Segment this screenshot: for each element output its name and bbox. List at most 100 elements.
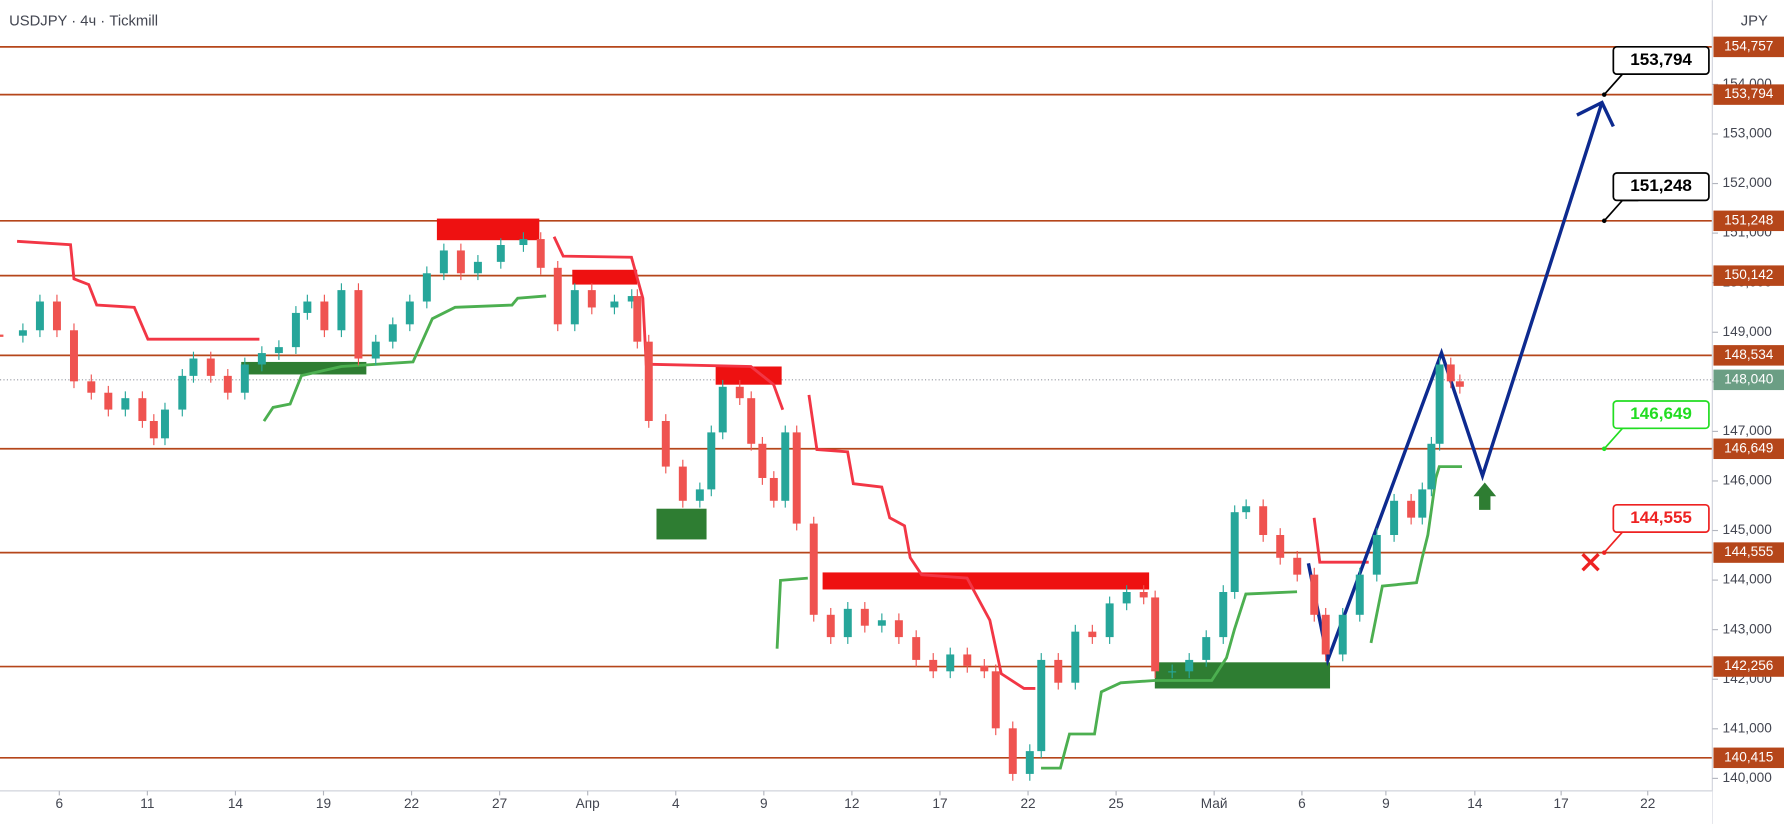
candle — [695, 482, 704, 508]
candle — [587, 283, 596, 315]
y-tick-label: 147,000 — [1723, 423, 1773, 438]
candle — [929, 653, 938, 679]
candle — [894, 613, 903, 644]
candle-body — [718, 386, 727, 433]
candle — [240, 357, 249, 400]
candle — [963, 647, 972, 673]
candle-body — [644, 341, 653, 421]
level-label: 140,415 — [1724, 749, 1774, 764]
candle — [644, 334, 653, 428]
level-label-box — [1713, 210, 1784, 232]
candle — [1088, 624, 1097, 644]
candle — [18, 323, 27, 343]
y-tick-label: 152,000 — [1723, 175, 1773, 190]
y-tick-label: 141,000 — [1723, 720, 1773, 735]
candle-body — [178, 375, 187, 410]
x-tick-label: 17 — [1554, 796, 1569, 811]
candle-body — [1202, 637, 1211, 660]
candle-body — [18, 330, 27, 336]
candle — [52, 294, 61, 338]
candle-body — [52, 301, 61, 331]
candle-body — [320, 301, 329, 331]
candle — [1168, 664, 1177, 679]
candle-body — [519, 239, 528, 246]
candle — [291, 306, 300, 354]
candle — [257, 346, 266, 372]
candle-body — [371, 341, 380, 359]
y-tick-label: 146,000 — [1723, 473, 1773, 488]
x-tick-label: 25 — [1109, 796, 1125, 811]
candle — [1054, 653, 1063, 690]
candle — [843, 602, 852, 644]
candle — [1230, 505, 1239, 599]
x-tick-label: 14 — [1467, 796, 1483, 811]
candle — [570, 283, 579, 332]
x-tick-label: 22 — [1640, 796, 1655, 811]
candle — [747, 391, 756, 451]
candle — [758, 436, 767, 485]
x-tick-label: 17 — [932, 796, 947, 811]
candle — [371, 334, 380, 366]
candle-body — [206, 358, 215, 376]
level-label: 146,649 — [1724, 440, 1773, 455]
candle — [456, 243, 465, 281]
x-tick-label: 22 — [1020, 796, 1035, 811]
candle-body — [121, 398, 130, 410]
x-tick-label: Апр — [576, 796, 600, 811]
candle-body — [87, 381, 96, 393]
candle — [1122, 585, 1131, 611]
candle — [718, 379, 727, 440]
candle-body — [1338, 614, 1347, 655]
candle-body — [758, 443, 767, 478]
candle — [1407, 493, 1416, 525]
candle — [1008, 721, 1017, 781]
candle-body — [405, 301, 414, 325]
callout-anchor — [1601, 92, 1607, 97]
candle-body — [1219, 591, 1228, 638]
projection-path — [1306, 102, 1604, 667]
candle-body — [792, 432, 801, 524]
candle-body — [1355, 574, 1364, 615]
y-tick-label: 153,000 — [1723, 126, 1773, 141]
price-scale — [1712, 0, 1784, 824]
candle-body — [661, 420, 670, 467]
candle-body — [1139, 591, 1148, 598]
candle-body — [223, 375, 232, 393]
candle-body — [1025, 751, 1034, 774]
candle-body — [1242, 506, 1251, 513]
candle-body — [422, 273, 431, 302]
projection-arrowhead — [1576, 100, 1615, 128]
candle-body — [1168, 671, 1177, 673]
candle — [405, 294, 414, 332]
candle — [121, 391, 130, 417]
candle — [206, 351, 215, 383]
candle-body — [843, 608, 852, 638]
candle-body — [894, 620, 903, 638]
candle — [274, 340, 283, 360]
candle-body — [496, 245, 505, 262]
candle-body — [1230, 512, 1239, 592]
time-scale — [0, 790, 1713, 824]
candle-body — [610, 301, 619, 308]
candle — [991, 664, 1000, 736]
stop-line — [1312, 517, 1369, 564]
y-tick-label: 143,000 — [1723, 621, 1773, 636]
candle — [1293, 550, 1302, 582]
candle — [1372, 528, 1381, 582]
candle-body — [303, 301, 312, 313]
candle — [1202, 630, 1211, 667]
candle-body — [439, 250, 448, 274]
candle — [1242, 499, 1251, 520]
candle-body — [553, 267, 562, 325]
stop-line — [262, 294, 547, 422]
x-tick-label: 9 — [760, 796, 768, 811]
candle-body — [860, 608, 869, 626]
candle — [178, 369, 187, 417]
callout-label: 153,794 — [1630, 50, 1692, 69]
candle-body — [1427, 443, 1436, 490]
candle — [189, 351, 198, 383]
candle-body — [536, 239, 545, 268]
currency-label: JPY — [1741, 14, 1768, 30]
level-label-box — [1713, 747, 1784, 769]
